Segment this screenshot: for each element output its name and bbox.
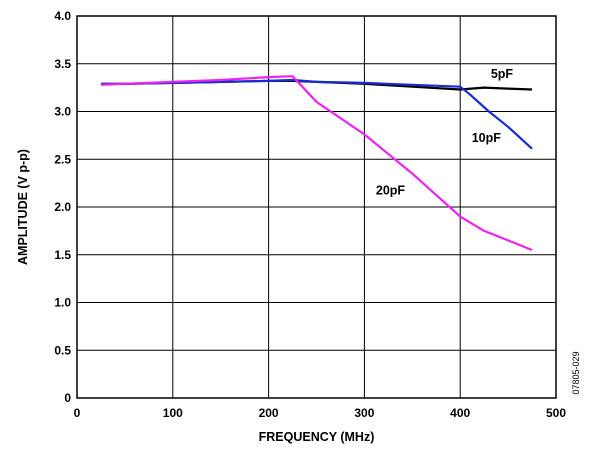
x-tick-label: 400 xyxy=(450,406,470,420)
x-axis-title: FREQUENCY (MHz) xyxy=(259,430,375,444)
y-axis-title: AMPLITUDE (V p-p) xyxy=(16,149,30,265)
series-line-10pf xyxy=(101,78,533,150)
x-tick-label: 300 xyxy=(354,406,374,420)
y-tick-label: 3.5 xyxy=(54,57,71,71)
y-tick-label: 0 xyxy=(64,391,71,405)
y-tick-label: 0.5 xyxy=(54,343,71,357)
y-tick-label: 2.5 xyxy=(54,152,71,166)
y-tick-label: 1.0 xyxy=(54,296,71,310)
y-tick-label: 2.0 xyxy=(54,200,71,214)
y-tick-label: 4.0 xyxy=(54,9,71,23)
figure-id: 07805-029 xyxy=(571,351,581,394)
grid-lines xyxy=(76,15,557,399)
series-label-5pf: 5pF xyxy=(491,67,514,81)
series-label-10pf: 10pF xyxy=(472,131,502,145)
x-tick-label: 200 xyxy=(259,406,279,420)
x-tick-label: 500 xyxy=(546,406,566,420)
tick-labels: 0 100 200 300 400 500 0 0.5 1.0 1.5 2.0 2.5 3.0 3.5 4.… xyxy=(54,9,566,420)
plot-frame xyxy=(76,15,557,399)
y-tick-label: 3.0 xyxy=(54,105,71,119)
series-line-20pf xyxy=(100,75,533,252)
series-label-20pf: 20pF xyxy=(376,184,406,198)
x-tick-label: 0 xyxy=(74,406,81,420)
x-tick-label: 100 xyxy=(163,406,183,420)
series-lines xyxy=(100,75,533,252)
y-tick-label: 1.5 xyxy=(54,248,71,262)
